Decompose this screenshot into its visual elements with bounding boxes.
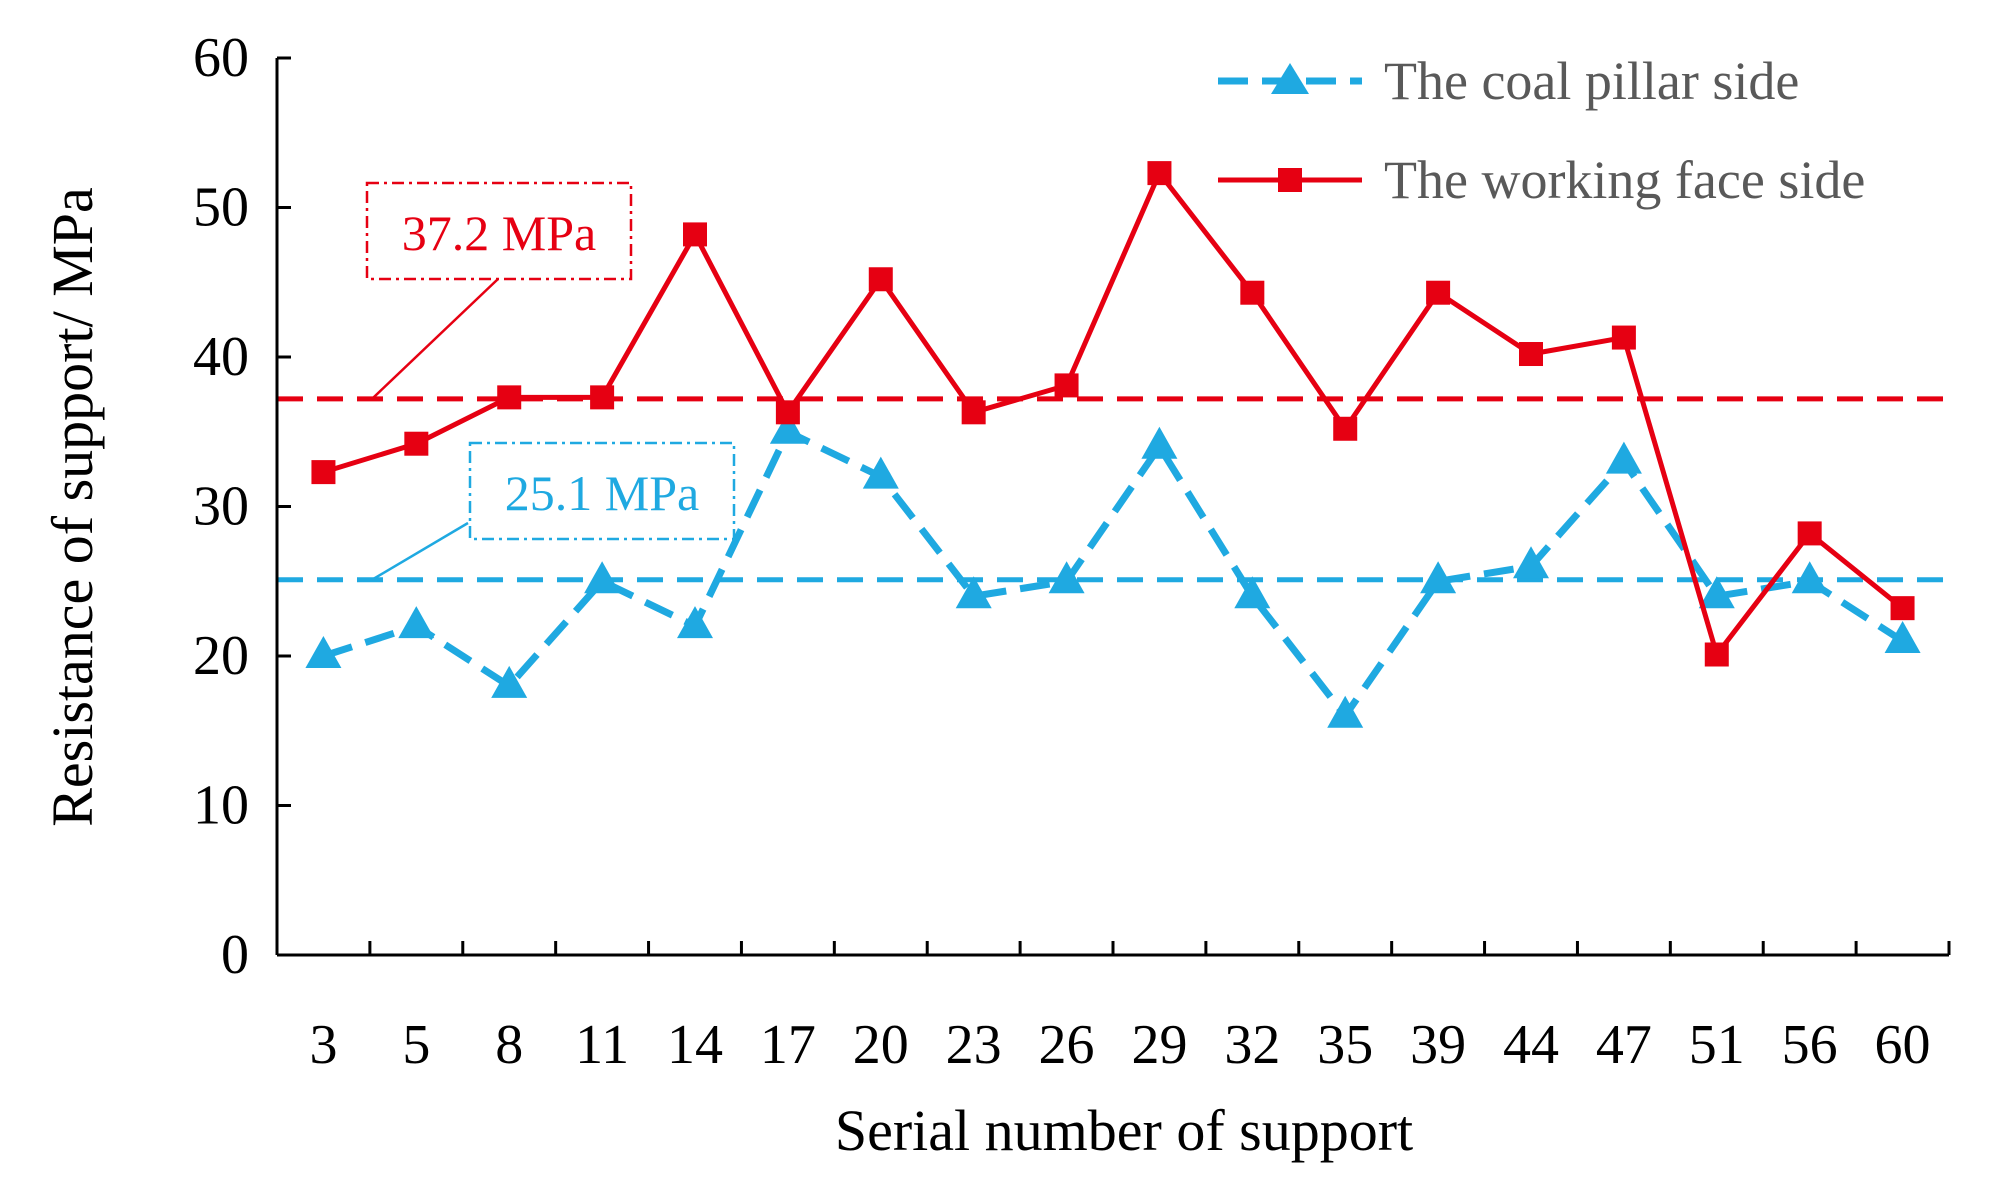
data-point-square <box>1890 596 1915 621</box>
data-point-square <box>1333 416 1358 441</box>
callout-box <box>365 181 633 281</box>
data-point-triangle <box>1234 576 1271 609</box>
data-point-square <box>404 431 429 456</box>
data-point-triangle <box>1141 426 1178 459</box>
legend-marker-triangle-icon <box>1271 63 1309 94</box>
x-tick-label: 5 <box>402 1014 430 1076</box>
callout-label: 37.2 MPa <box>402 205 596 261</box>
callout-leader-line <box>371 521 469 581</box>
data-point-square <box>497 385 522 410</box>
data-point-square <box>1240 280 1265 305</box>
data-point-triangle <box>769 411 806 444</box>
legend-marker-square-icon <box>1278 168 1302 192</box>
x-tick-label: 26 <box>1039 1014 1095 1076</box>
data-point-square <box>311 460 336 485</box>
x-tick-label: 32 <box>1224 1014 1280 1076</box>
y-tick-label: 30 <box>193 476 249 538</box>
x-tick-label: 17 <box>760 1014 816 1076</box>
data-point-triangle <box>1605 441 1642 474</box>
x-tick-label: 56 <box>1782 1014 1838 1076</box>
data-point-square <box>1054 373 1079 398</box>
data-point-square <box>1147 161 1172 186</box>
legend-label-coal-pillar: The coal pillar side <box>1384 51 1799 111</box>
legend-item-coal-pillar: The coal pillar side <box>1218 51 1799 111</box>
data-point-triangle <box>1420 561 1457 594</box>
data-point-triangle <box>1513 546 1549 579</box>
series-1 <box>311 161 1915 667</box>
x-tick-label: 20 <box>853 1014 909 1076</box>
x-tick-label: 39 <box>1410 1014 1466 1076</box>
y-tick-label: 60 <box>193 27 249 89</box>
data-point-square <box>683 222 707 247</box>
data-point-square <box>1704 642 1729 667</box>
legend-item-working-face: The working face side <box>1218 150 1865 210</box>
data-point-square <box>1611 325 1636 350</box>
x-tick-label: 44 <box>1503 1014 1559 1076</box>
data-point-triangle <box>677 606 713 639</box>
annotations: 37.2 MPa 25.1 MPa <box>365 181 736 581</box>
y-tick-label: 50 <box>193 177 249 239</box>
y-tick-label: 20 <box>193 625 249 687</box>
x-tick-label: 51 <box>1689 1014 1745 1076</box>
y-tick-label: 10 <box>193 775 249 837</box>
x-axis-label: Serial number of support <box>835 1098 1413 1163</box>
data-point-triangle <box>862 456 899 489</box>
legend-label-working-face: The working face side <box>1384 150 1865 210</box>
series-layer <box>305 161 1921 728</box>
data-point-square <box>868 267 893 292</box>
x-tick-label: 60 <box>1875 1014 1931 1076</box>
series-0 <box>305 411 1921 728</box>
data-point-triangle <box>1698 576 1735 609</box>
x-ticks: 3 5 8 11 14 17 20 23 26 29 32 35 39 44 47 51 56 60 <box>309 941 1951 1076</box>
x-tick-label: 23 <box>946 1014 1002 1076</box>
x-tick-label: 8 <box>495 1014 523 1076</box>
x-tick-label: 29 <box>1131 1014 1187 1076</box>
series-line <box>322 170 1905 657</box>
data-point-triangle <box>1791 561 1828 594</box>
x-tick-label: 3 <box>309 1014 337 1076</box>
callout-leader-line <box>371 278 499 400</box>
x-tick-label: 35 <box>1317 1014 1373 1076</box>
y-tick-label: 0 <box>221 924 249 986</box>
data-point-triangle <box>1327 695 1364 728</box>
data-point-triangle <box>584 561 621 594</box>
data-point-square <box>590 385 615 410</box>
data-point-triangle <box>1884 621 1921 653</box>
data-point-triangle <box>955 576 992 609</box>
callout-box <box>468 441 736 541</box>
x-tick-label: 14 <box>667 1014 723 1076</box>
y-tick-label: 40 <box>193 326 249 388</box>
data-point-square <box>1426 280 1451 305</box>
data-point-square <box>1519 342 1543 367</box>
y-axis-label: Resistance of support/ MPa <box>40 187 105 827</box>
callout-label: 25.1 MPa <box>505 465 699 521</box>
x-tick-label: 47 <box>1596 1014 1652 1076</box>
data-point-square <box>961 400 986 425</box>
data-point-square <box>775 400 800 425</box>
data-point-triangle <box>398 606 435 639</box>
data-point-triangle <box>305 636 342 668</box>
data-point-square <box>1797 521 1822 546</box>
legend: The coal pillar side The working face si… <box>1218 51 1865 210</box>
x-tick-label: 11 <box>575 1014 629 1076</box>
y-ticks: 0 10 20 30 40 50 60 <box>193 27 291 986</box>
series-line <box>322 428 1905 720</box>
data-point-triangle <box>1048 561 1085 594</box>
data-point-triangle <box>491 665 528 698</box>
